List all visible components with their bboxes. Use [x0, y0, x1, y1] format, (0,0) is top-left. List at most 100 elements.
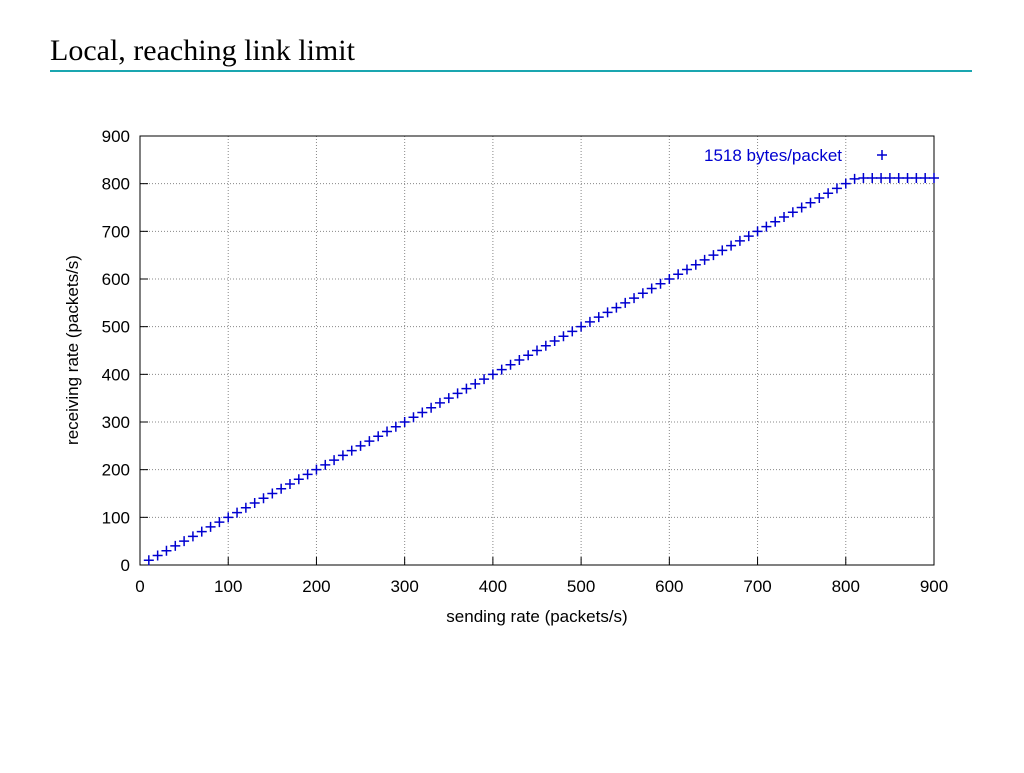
x-tick-label: 200 [302, 577, 330, 596]
y-tick-label: 600 [102, 270, 130, 289]
point [232, 507, 243, 518]
point [426, 402, 437, 413]
slide-title: Local, reaching link limit [50, 34, 356, 67]
x-tick-label: 900 [920, 577, 948, 596]
point [408, 412, 419, 423]
point [849, 173, 860, 184]
legend-marker [877, 150, 887, 160]
point [787, 207, 798, 218]
point [390, 421, 401, 432]
legend-label: 1518 bytes/packet [704, 146, 842, 165]
point [214, 517, 225, 528]
point [893, 172, 904, 183]
point [805, 197, 816, 208]
point [681, 264, 692, 275]
point [779, 212, 790, 223]
point [602, 307, 613, 318]
point [743, 231, 754, 242]
y-tick-label: 800 [102, 175, 130, 194]
y-axis-label: receiving rate (packets/s) [63, 255, 82, 445]
point [796, 202, 807, 213]
point [840, 178, 851, 189]
point [867, 172, 878, 183]
x-tick-label: 0 [135, 577, 144, 596]
point [470, 378, 481, 389]
point [399, 417, 410, 427]
point [708, 250, 719, 261]
x-tick-label: 800 [832, 577, 860, 596]
x-tick-label: 500 [567, 577, 595, 596]
point [637, 288, 648, 299]
point [726, 240, 737, 251]
point [929, 172, 939, 183]
point [567, 326, 578, 337]
point [382, 426, 393, 437]
y-tick-label: 300 [102, 413, 130, 432]
point [196, 526, 207, 537]
point [699, 254, 710, 265]
point [558, 331, 569, 342]
y-tick-label: 500 [102, 318, 130, 337]
point [311, 464, 322, 475]
point [920, 172, 931, 183]
point [902, 172, 913, 183]
point [187, 531, 198, 542]
point [143, 555, 154, 566]
point [584, 316, 595, 327]
point [770, 216, 781, 227]
point [223, 512, 234, 523]
point [267, 488, 278, 499]
plot-frame [139, 135, 935, 566]
y-tick-label: 100 [102, 508, 130, 527]
point [884, 172, 895, 183]
y-tick-label: 700 [102, 222, 130, 241]
point [179, 536, 190, 547]
point [505, 359, 516, 370]
point [329, 455, 340, 466]
y-tick-label: 200 [102, 461, 130, 480]
point [831, 183, 842, 194]
point [170, 540, 181, 551]
x-tick-label: 600 [655, 577, 683, 596]
point [487, 369, 498, 380]
point [152, 550, 163, 561]
y-tick-label: 0 [121, 556, 130, 575]
point [205, 521, 216, 532]
point [734, 235, 745, 246]
point [717, 245, 728, 256]
point [664, 274, 675, 284]
point [161, 545, 172, 556]
point [461, 383, 472, 394]
point [690, 259, 701, 270]
point [611, 302, 622, 313]
point [452, 388, 463, 399]
x-axis-label: sending rate (packets/s) [446, 607, 627, 626]
point [576, 321, 587, 332]
point [240, 502, 251, 513]
point [761, 221, 772, 232]
x-tick-label: 100 [214, 577, 242, 596]
x-tick-label: 300 [390, 577, 418, 596]
point [540, 340, 551, 351]
point [249, 498, 260, 509]
point [355, 440, 366, 451]
point [258, 493, 269, 504]
point [523, 350, 534, 361]
point [655, 278, 666, 289]
point [911, 172, 922, 183]
x-tick-label: 400 [479, 577, 507, 596]
point [629, 293, 640, 304]
y-tick-label: 400 [102, 365, 130, 384]
point [320, 459, 331, 470]
point [373, 431, 384, 442]
point [364, 436, 375, 447]
point [293, 474, 304, 485]
point [514, 355, 525, 366]
point [284, 478, 295, 489]
point [479, 374, 490, 385]
point [549, 335, 560, 346]
point [346, 445, 357, 456]
point [814, 192, 825, 203]
point [876, 172, 887, 183]
